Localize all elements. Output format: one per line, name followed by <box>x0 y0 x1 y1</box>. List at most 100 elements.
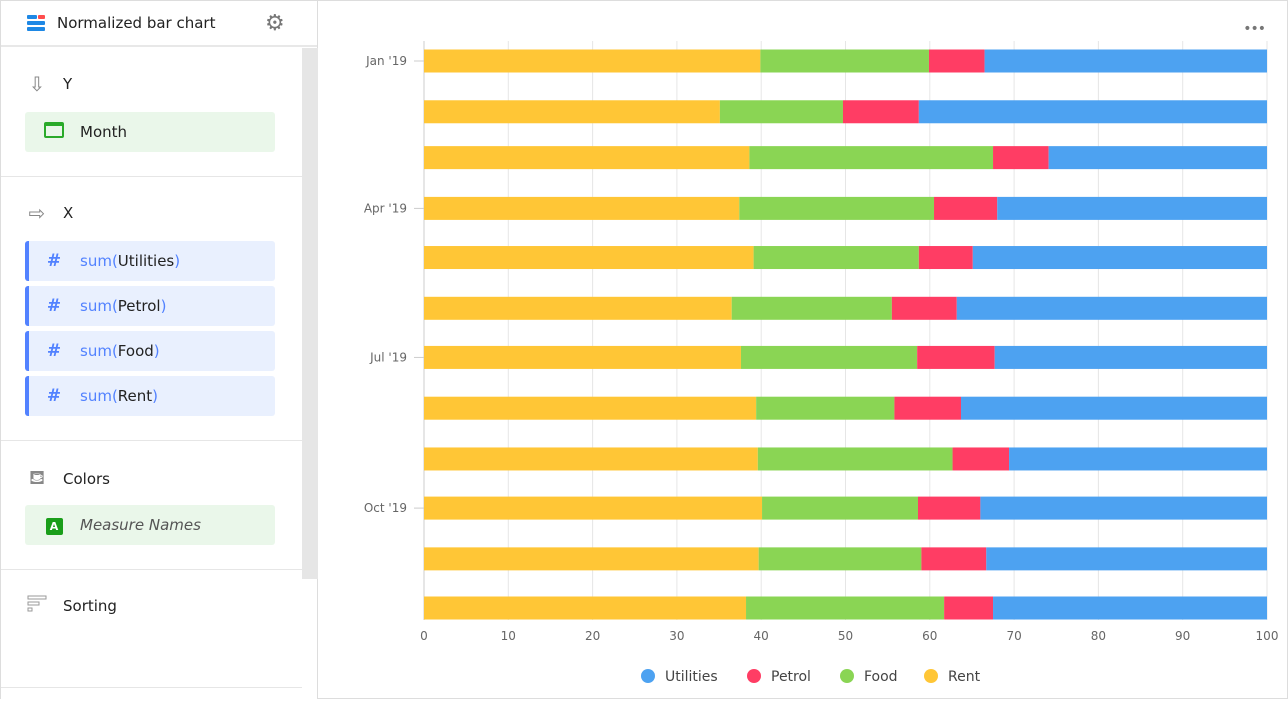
field-name: Petrol <box>117 297 161 315</box>
field-sum-utilities[interactable]: # sum(Utilities) <box>25 241 275 281</box>
field-function: sum <box>80 342 112 360</box>
bar-petrol <box>952 447 1010 471</box>
bar-petrol <box>917 496 981 520</box>
bar-petrol <box>993 146 1049 170</box>
chart-type-label[interactable]: Normalized bar chart <box>57 14 216 32</box>
bar-food <box>758 547 922 571</box>
field-function: sum <box>80 297 112 315</box>
bar-petrol <box>928 49 985 73</box>
field-function: sum <box>80 252 112 270</box>
field-sum-petrol[interactable]: # sum(Petrol) <box>25 286 275 326</box>
legend-item[interactable]: Utilities <box>665 669 718 685</box>
bar-petrol <box>918 246 973 270</box>
x-tick-label: 100 <box>1256 629 1279 643</box>
bar-food <box>739 196 935 220</box>
y-tick-label: Apr '19 <box>364 201 407 215</box>
bar-rent <box>424 100 720 124</box>
x-tick-label: 80 <box>1091 629 1106 643</box>
bar-rent <box>424 146 750 170</box>
bar-utilities <box>1048 146 1267 170</box>
bar-food <box>740 345 918 369</box>
bar-food <box>731 296 892 320</box>
x-tick-label: 70 <box>1006 629 1021 643</box>
legend-marker <box>747 669 761 683</box>
bar-petrol <box>917 345 995 369</box>
gear-icon[interactable]: ⚙ <box>265 11 285 36</box>
arrow-right-icon: ⇨ <box>28 201 46 225</box>
sort-icon <box>25 594 49 618</box>
bar-petrol <box>891 296 957 320</box>
x-tick-label: 90 <box>1175 629 1190 643</box>
field-measure-names[interactable]: A Measure Names <box>25 505 275 545</box>
bar-rent <box>424 345 741 369</box>
bar-food <box>756 396 895 420</box>
hash-icon: # <box>46 251 62 271</box>
calendar-icon <box>44 122 64 138</box>
legend-item[interactable]: Rent <box>948 669 981 685</box>
chart-area: ••• 0 10 20 30 40 50 60 70 80 90 100 Jan '19 Apr '19… <box>318 0 1288 699</box>
bar-rent <box>424 596 747 620</box>
bar-utilities <box>994 345 1267 369</box>
bar-petrol <box>921 547 987 571</box>
hash-icon: # <box>46 341 62 361</box>
legend-marker <box>641 669 655 683</box>
section-title: Sorting <box>63 597 117 615</box>
bar-rent <box>424 496 763 520</box>
bar-food <box>749 146 994 170</box>
field-sum-rent[interactable]: # sum(Rent) <box>25 376 275 416</box>
x-tick-label: 60 <box>922 629 937 643</box>
section-title: X <box>63 204 74 222</box>
bar-chart: 0 10 20 30 40 50 60 70 80 90 100 Jan '19 Apr '19 Jul … <box>364 41 1279 685</box>
section-sorting: Sorting <box>1 570 302 688</box>
bar-utilities <box>997 196 1267 220</box>
x-tick-label: 30 <box>669 629 684 643</box>
dimension-icon: A <box>45 517 63 535</box>
bar-utilities <box>918 100 1267 124</box>
settings-panel: Normalized bar chart ⚙ ⇩ Y Month ⇨ X # s… <box>0 0 318 699</box>
section-title: Colors <box>63 469 110 488</box>
section-colors: ⛾ Colors A Measure Names <box>1 441 302 570</box>
bar-utilities <box>960 396 1267 420</box>
legend-item[interactable]: Petrol <box>771 669 811 685</box>
x-tick-label: 50 <box>838 629 853 643</box>
section-y: ⇩ Y Month <box>1 48 302 177</box>
bar-rent <box>424 296 732 320</box>
bar-rent <box>424 547 759 571</box>
bar-utilities <box>1009 447 1267 471</box>
bar-utilities <box>972 246 1267 270</box>
bar-utilities <box>986 547 1267 571</box>
bar-rent <box>424 246 754 270</box>
y-tick-label: Jan '19 <box>365 54 407 68</box>
section-x: ⇨ X # sum(Utilities) # sum(Petrol) # sum… <box>1 177 302 441</box>
bar-utilities <box>956 296 1267 320</box>
bar-chart-type-icon <box>27 15 45 31</box>
bar-utilities <box>984 49 1267 73</box>
bar-rent <box>424 447 758 471</box>
x-tick-label: 20 <box>585 629 600 643</box>
y-tick-label: Oct '19 <box>364 501 407 515</box>
field-label: Measure Names <box>80 516 201 534</box>
field-name: Food <box>117 342 154 360</box>
legend-marker <box>840 669 854 683</box>
arrow-down-icon: ⇩ <box>28 72 46 96</box>
field-name: Rent <box>117 387 153 405</box>
scrollbar[interactable] <box>302 48 318 579</box>
section-title: Y <box>63 75 73 93</box>
panel-header: Normalized bar chart ⚙ <box>1 1 317 47</box>
legend-item[interactable]: Food <box>864 669 898 685</box>
field-month[interactable]: Month <box>25 112 275 152</box>
bar-food <box>760 49 929 73</box>
field-function: sum <box>80 387 112 405</box>
bar-food <box>762 496 918 520</box>
bar-petrol <box>894 396 961 420</box>
field-name: Utilities <box>117 252 175 270</box>
hash-icon: # <box>46 386 62 406</box>
x-tick-label: 10 <box>501 629 516 643</box>
bar-utilities <box>993 596 1267 620</box>
field-label: Month <box>80 123 128 141</box>
y-tick-label: Jul '19 <box>369 350 407 364</box>
bar-petrol <box>934 196 998 220</box>
bar-petrol <box>842 100 919 124</box>
field-sum-food[interactable]: # sum(Food) <box>25 331 275 371</box>
bar-food <box>753 246 919 270</box>
